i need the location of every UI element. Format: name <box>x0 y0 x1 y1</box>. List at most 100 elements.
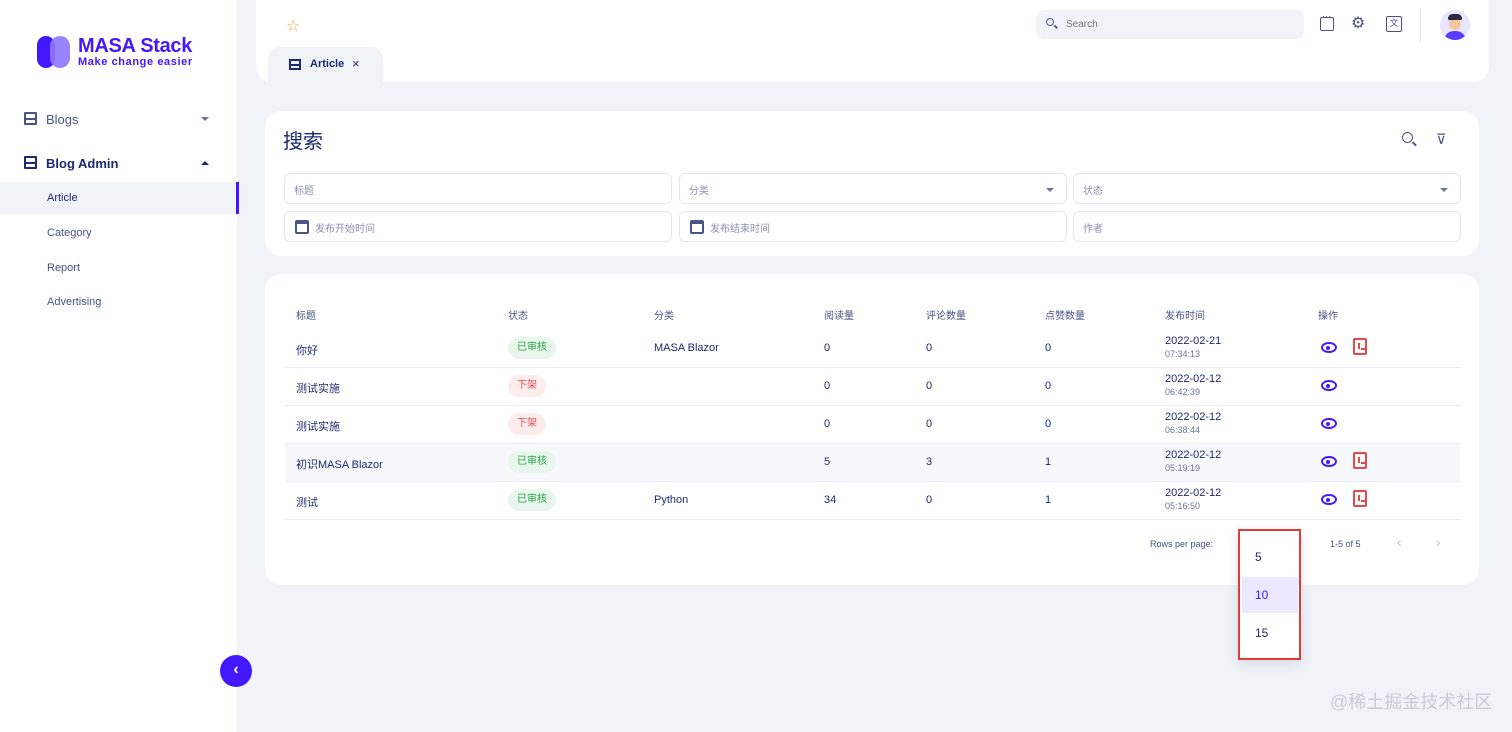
cell-reads: 0 <box>824 342 831 354</box>
publish-date: 2022-02-12 <box>1165 487 1222 499</box>
avatar[interactable] <box>1440 10 1470 40</box>
publish-date: 2022-02-12 <box>1165 411 1222 423</box>
layout-icon <box>289 59 301 70</box>
cell-category: MASA Blazor <box>654 342 719 354</box>
message-icon[interactable] <box>1320 11 1334 31</box>
collapse-sidebar-button[interactable]: ‹ <box>220 655 252 687</box>
column-header-title[interactable]: 标题 <box>296 311 316 322</box>
brand-logo[interactable]: MASA Stack Make change easier <box>37 36 193 68</box>
title-field[interactable]: 标题 <box>284 173 672 204</box>
sidebar: MASA Stack Make change easier Blogs Blog… <box>0 0 239 732</box>
cell-category: Python <box>654 494 689 506</box>
top-header: ☆ ⚙ 文 Article × <box>256 0 1489 82</box>
brand-name: MASA Stack <box>78 35 193 57</box>
view-icon[interactable] <box>1321 342 1337 353</box>
rows-option-15[interactable]: 15 <box>1255 626 1269 640</box>
status-badge: 已审核 <box>508 337 556 359</box>
table-row[interactable]: 测试实施 下架 0 0 0 2022-02-12 06:42:39 <box>285 368 1460 406</box>
author-placeholder: 作者 <box>1083 224 1103 235</box>
column-header-likes[interactable]: 点赞数量 <box>1045 311 1085 322</box>
view-icon[interactable] <box>1321 456 1337 467</box>
cell-reads: 5 <box>824 456 831 468</box>
category-select[interactable]: 分类 <box>679 173 1067 204</box>
sidebar-group-blog-admin[interactable]: Blog Admin <box>0 148 237 178</box>
title-placeholder: 标题 <box>294 186 314 197</box>
end-date-field[interactable]: 发布结束时间 <box>679 211 1067 242</box>
calendar-icon <box>690 220 704 234</box>
table-row[interactable]: 你好 已审核 MASA Blazor 0 0 0 2022-02-21 07:34:13 <box>285 330 1460 368</box>
tab-article[interactable]: Article × <box>268 47 383 82</box>
cell-publish-time: 2022-02-21 07:34:13 <box>1165 335 1221 359</box>
view-icon[interactable] <box>1321 380 1337 391</box>
rows-per-page-label: Rows per page: <box>1150 539 1214 549</box>
start-date-field[interactable]: 发布开始时间 <box>284 211 672 242</box>
article-table-card: 标题 状态 分类 阅读量 评论数量 点赞数量 发布时间 操作 你好 已审核 MASA… <box>265 274 1479 585</box>
cell-likes: 0 <box>1045 380 1052 392</box>
cell-reads: 0 <box>824 380 831 392</box>
table-row[interactable]: 测试 已审核 Python 34 0 1 2022-02-12 05:16:50 <box>285 482 1460 520</box>
sidebar-item-report[interactable]: Report <box>47 262 81 274</box>
offline-icon[interactable] <box>1353 452 1367 469</box>
author-field[interactable]: 作者 <box>1073 211 1461 242</box>
status-badge: 已审核 <box>508 451 556 473</box>
column-header-category[interactable]: 分类 <box>654 311 674 322</box>
gear-icon[interactable]: ⚙ <box>1351 15 1366 32</box>
cell-publish-time: 2022-02-12 06:38:44 <box>1165 411 1221 435</box>
cell-comments: 0 <box>926 380 933 392</box>
view-icon[interactable] <box>1321 494 1337 505</box>
table-row[interactable]: 测试实施 下架 0 0 0 2022-02-12 06:38:44 <box>285 406 1460 444</box>
publish-clock: 05:19:19 <box>1165 463 1201 473</box>
publish-clock: 06:38:44 <box>1165 425 1201 435</box>
cell-comments: 0 <box>926 494 933 506</box>
search-card: 搜索 ⊽ 标题 分类 状态 发布开始时间 发布结束时间 作者 <box>265 111 1479 256</box>
cell-reads: 0 <box>824 418 831 430</box>
page-title: 搜索 <box>283 131 323 153</box>
offline-icon[interactable] <box>1353 490 1367 507</box>
status-select[interactable]: 状态 <box>1073 173 1461 204</box>
star-icon[interactable]: ☆ <box>286 18 301 35</box>
table-row[interactable]: 初识MASA Blazor 已审核 5 3 1 2022-02-12 05:19:19 <box>285 444 1460 482</box>
publish-clock: 06:42:39 <box>1165 387 1201 397</box>
column-header-comments[interactable]: 评论数量 <box>926 311 966 322</box>
layout-icon <box>24 156 37 169</box>
status-badge: 已审核 <box>508 489 556 511</box>
column-header-publish-time[interactable]: 发布时间 <box>1165 311 1205 322</box>
layout-icon <box>24 112 37 125</box>
chevron-up-icon <box>201 161 209 165</box>
next-page-icon[interactable]: › <box>1436 534 1441 550</box>
view-icon[interactable] <box>1321 418 1337 429</box>
status-badge: 下架 <box>508 375 546 397</box>
publish-clock: 05:16:50 <box>1165 501 1201 511</box>
cell-title: 初识MASA Blazor <box>296 459 383 471</box>
start-date-placeholder: 发布开始时间 <box>315 224 375 235</box>
sidebar-group-blogs[interactable]: Blogs <box>0 104 237 134</box>
rows-option-5[interactable]: 5 <box>1255 550 1262 564</box>
sidebar-item-article[interactable]: Article <box>0 182 239 214</box>
column-header-reads[interactable]: 阅读量 <box>824 311 854 322</box>
search-icon[interactable] <box>1402 132 1416 146</box>
search-icon <box>1046 18 1054 26</box>
rows-option-10[interactable]: 10 <box>1242 577 1298 613</box>
translate-icon[interactable]: 文 <box>1386 16 1402 32</box>
cell-title: 你好 <box>296 345 318 357</box>
tab-label: Article <box>310 58 345 70</box>
close-icon[interactable]: × <box>352 56 360 71</box>
watermark: @稀土掘金技术社区 <box>1330 692 1493 712</box>
cell-likes: 1 <box>1045 494 1052 506</box>
prev-page-icon[interactable]: ‹ <box>1397 534 1402 550</box>
publish-date: 2022-02-12 <box>1165 373 1222 385</box>
cell-title: 测试实施 <box>296 421 340 433</box>
chevron-down-icon <box>1046 188 1054 192</box>
cell-publish-time: 2022-02-12 05:19:19 <box>1165 449 1221 473</box>
status-placeholder: 状态 <box>1083 186 1103 197</box>
column-header-status[interactable]: 状态 <box>508 311 528 322</box>
offline-icon[interactable] <box>1353 338 1367 355</box>
search-input[interactable] <box>1066 16 1286 33</box>
search-box[interactable] <box>1036 10 1304 39</box>
sidebar-item-category[interactable]: Category <box>47 227 92 239</box>
sidebar-group-label: Blogs <box>46 111 79 127</box>
sidebar-item-advertising[interactable]: Advertising <box>47 296 102 308</box>
filter-clear-icon[interactable]: ⊽ <box>1436 131 1447 147</box>
header-divider <box>1420 8 1421 42</box>
cell-likes: 0 <box>1045 342 1052 354</box>
